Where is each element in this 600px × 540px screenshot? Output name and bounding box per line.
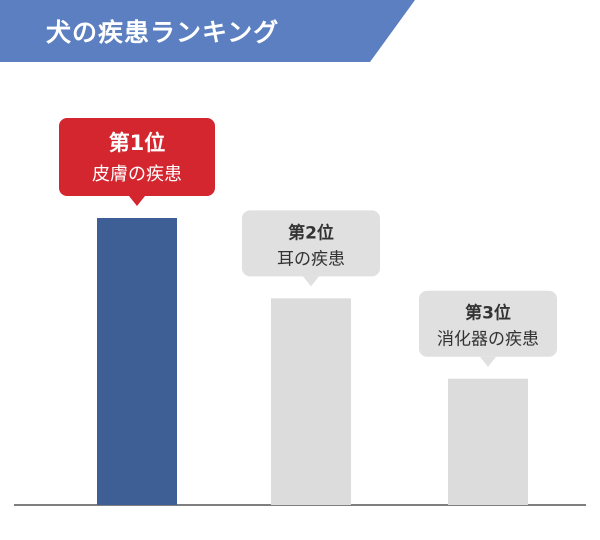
callout-category-label: 皮膚の疾患 — [92, 164, 182, 185]
callout-rank-label: 第3位 — [465, 303, 511, 324]
callout-box — [419, 290, 557, 357]
callout-rank-label: 第1位 — [109, 131, 166, 155]
callout-box — [59, 118, 215, 196]
title-banner — [0, 0, 415, 62]
callout-pointer — [129, 196, 145, 206]
callout-pointer — [480, 356, 496, 367]
bar-rank-1 — [97, 218, 177, 505]
chart-title: 犬の疾患ランキング — [46, 18, 280, 47]
callout-category-label: 耳の疾患 — [277, 249, 345, 269]
bar-rank-2 — [271, 298, 351, 505]
callout-rank-label: 第2位 — [288, 222, 334, 243]
callout-pointer — [303, 276, 319, 287]
callout-box — [242, 210, 380, 277]
bar-rank-3 — [448, 378, 528, 505]
callout-category-label: 消化器の疾患 — [437, 330, 539, 350]
